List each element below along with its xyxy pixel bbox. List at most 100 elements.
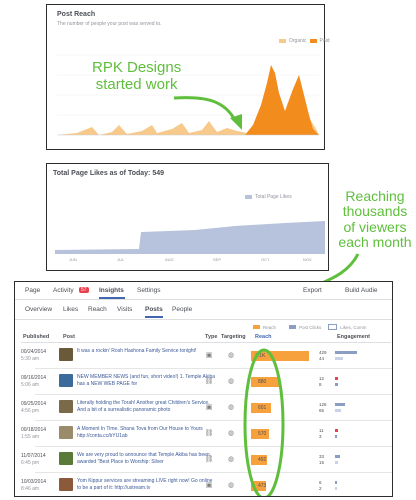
row-post-text[interactable]: We are very proud to announce that Templ… xyxy=(77,452,210,465)
row-thumbnail xyxy=(59,374,73,387)
row-divider xyxy=(35,420,392,421)
globe-icon: ◍ xyxy=(227,430,235,437)
table-legend: Reach Post Clicks Likes, Comm xyxy=(253,324,367,330)
likes-xlabel-jun: JUN xyxy=(69,257,77,262)
link-icon: ⛓ xyxy=(204,456,214,463)
row-time: 8:46 am xyxy=(21,486,40,492)
table-row[interactable]: 09/16/2014 5:06 am NEW MEMBER NEWS (and … xyxy=(15,370,392,394)
row-post-text[interactable]: Literally holding the Torah! Another gre… xyxy=(77,400,210,413)
row-time: 5:06 am xyxy=(21,382,40,388)
reaching-callout-line4: each month xyxy=(338,234,412,251)
row-reach: 880 xyxy=(258,379,267,385)
insights-panel: Page Activity 57 Insights Settings Expor… xyxy=(14,281,393,497)
photo-icon: ▣ xyxy=(205,404,213,411)
globe-icon: ◍ xyxy=(227,482,235,489)
reach-bar xyxy=(251,429,269,439)
organic-legend-label: Organic xyxy=(289,38,307,44)
row-date: 00/24/2014 xyxy=(21,349,47,355)
engagement-top: 33 xyxy=(319,454,325,459)
engagement-top: 6 xyxy=(319,480,322,485)
table-row[interactable]: 09/25/2014 4:56 pm Literally holding the… xyxy=(15,396,392,420)
export-link[interactable]: Export xyxy=(303,287,322,294)
engagement-bottom: 15 xyxy=(319,460,325,465)
header-divider xyxy=(21,342,391,343)
row-reach: 492 xyxy=(258,457,267,463)
activity-badge: 57 xyxy=(79,287,89,293)
reaching-callout-line3: of viewers xyxy=(343,218,407,235)
page-likes-plot xyxy=(55,221,325,254)
row-post-text[interactable]: A Moment In Time. Shana Tova from Our Ho… xyxy=(77,426,203,439)
tab-settings[interactable]: Settings xyxy=(137,287,161,294)
engagement-bar-2 xyxy=(335,461,338,464)
tab-insights[interactable]: Insights xyxy=(99,287,124,294)
subtab-visits[interactable]: Visits xyxy=(117,306,133,313)
engagement-bar-2 xyxy=(335,383,338,386)
likes-xlabel-nov: NOV xyxy=(303,257,312,262)
organic-swatch xyxy=(279,39,286,43)
tab-page[interactable]: Page xyxy=(25,287,41,294)
globe-icon: ◍ xyxy=(227,378,235,385)
subtab-reach[interactable]: Reach xyxy=(88,306,107,313)
engagement-bar xyxy=(335,351,357,354)
table-row[interactable]: 00/24/2014 5:30 am It was a rockin' Rosh… xyxy=(15,344,392,368)
tab-activity[interactable]: Activity xyxy=(53,287,74,294)
reach-bar xyxy=(251,481,266,491)
posts-tab-underline xyxy=(145,316,163,318)
row-reach: 570 xyxy=(258,431,267,437)
likes-xlabel-jul: JUL xyxy=(117,257,125,262)
table-row[interactable]: 11/07/2014 6:45 pm We are very proud to … xyxy=(15,448,392,472)
post-clicks-legend-label: Post Clicks xyxy=(299,324,322,330)
rpk-callout-line1: RPK Designs xyxy=(92,59,182,76)
engagement-bar-2 xyxy=(335,409,341,412)
subtab-posts[interactable]: Posts xyxy=(145,306,163,313)
header-engagement[interactable]: Engagement xyxy=(337,334,371,340)
engagement-bottom: 3 xyxy=(319,434,322,439)
row-post-text[interactable]: It was a rockin' Rosh Hashona Family Ser… xyxy=(77,348,197,354)
subtab-overview[interactable]: Overview xyxy=(25,306,53,313)
table-row[interactable]: 00/18/2014 1:55 am A Moment In Time. Sha… xyxy=(15,422,392,446)
row-divider xyxy=(35,446,392,447)
photo-icon: ▣ xyxy=(205,352,213,359)
paid-legend-label: Paid xyxy=(319,38,330,44)
reaching-callout-line1: Reaching xyxy=(345,188,405,204)
reach-legend-swatch xyxy=(253,325,260,329)
likes-area xyxy=(55,221,325,254)
sub-nav-divider xyxy=(15,319,392,320)
top-nav-divider xyxy=(15,299,392,300)
row-time: 1:55 am xyxy=(21,434,40,440)
build-audience-link[interactable]: Build Audie xyxy=(345,287,378,294)
row-post-text[interactable]: NEW MEMBER NEWS (and fun, short video!) … xyxy=(77,374,215,387)
page-likes-panel: Total Page Likes as of Today: 549 Total … xyxy=(46,163,329,271)
link-icon: ⛓ xyxy=(204,430,214,437)
row-thumbnail xyxy=(59,478,73,491)
engagement-bar-2 xyxy=(335,487,337,490)
row-date: 11/07/2014 xyxy=(21,453,46,459)
header-published[interactable]: Published xyxy=(23,334,50,340)
subtab-people[interactable]: People xyxy=(172,306,193,313)
row-post-text[interactable]: Yom Kippur services are streaming LIVE r… xyxy=(77,478,213,491)
header-targeting[interactable]: Targeting xyxy=(221,334,246,340)
likes-xlabel-sep: SEP xyxy=(213,257,222,262)
post-reach-plot xyxy=(57,54,319,136)
header-post[interactable]: Post xyxy=(63,334,75,340)
row-divider xyxy=(35,368,392,369)
rpk-callout: RPK Designs started work xyxy=(92,59,182,93)
post-reach-legend: Organic Paid xyxy=(279,38,330,44)
engagement-bar xyxy=(335,455,340,458)
likes-comm-legend-label: Likes, Comm xyxy=(340,324,367,330)
engagement-bar xyxy=(335,377,338,380)
engagement-bar xyxy=(335,481,337,484)
reach-bar xyxy=(251,351,309,361)
header-type[interactable]: Type xyxy=(205,334,218,340)
insights-tab-underline xyxy=(99,297,125,299)
row-thumbnail xyxy=(59,452,73,465)
reach-bar xyxy=(251,377,279,387)
subtab-likes[interactable]: Likes xyxy=(63,306,79,313)
table-row[interactable]: 10/03/2014 8:46 am Yom Kippur services a… xyxy=(15,474,392,496)
engagement-bar xyxy=(335,403,345,406)
row-date: 09/16/2014 xyxy=(21,375,47,381)
engagement-bar xyxy=(335,429,338,432)
header-reach[interactable]: Reach xyxy=(255,334,272,340)
link-icon: ⛓ xyxy=(204,378,214,385)
row-date: 10/03/2014 xyxy=(21,479,47,485)
